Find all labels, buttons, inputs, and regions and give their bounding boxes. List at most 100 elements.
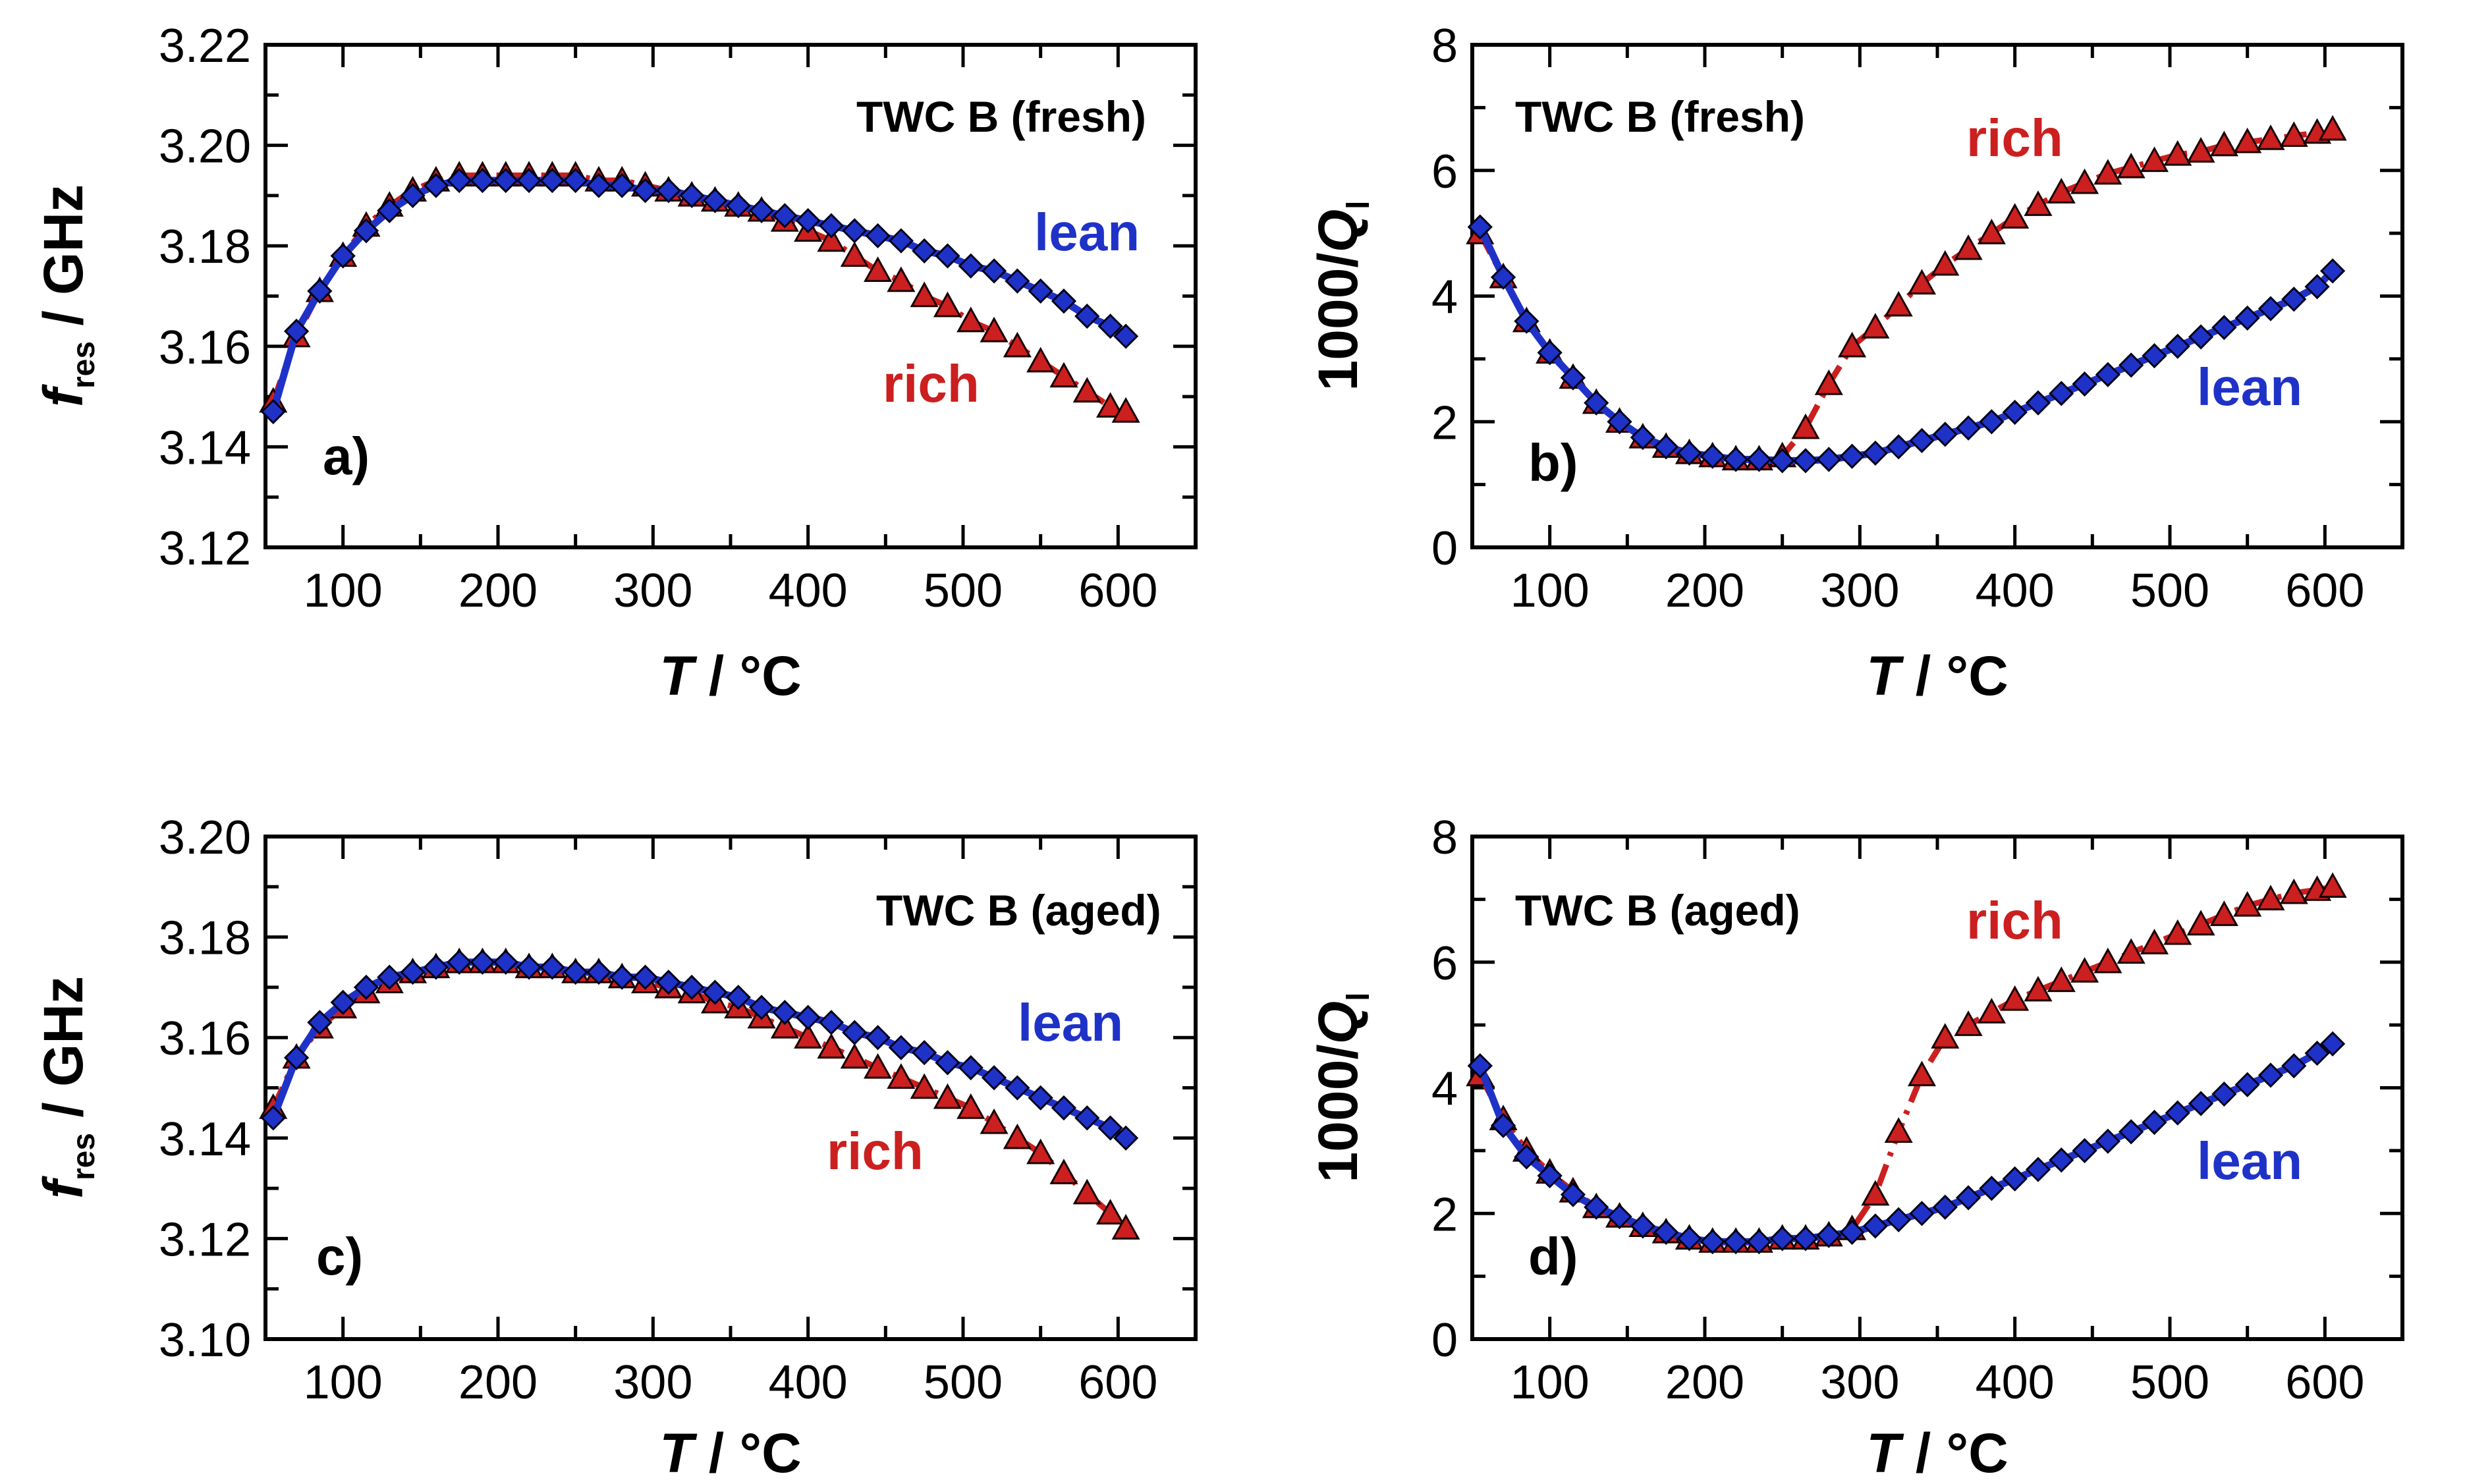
- panel-b-lean-point: [2281, 287, 2307, 312]
- panel-c-x-tick-label: 600: [1078, 1356, 1157, 1409]
- panel-b-rich-point: [2117, 152, 2146, 179]
- panel-c-lean-point: [400, 959, 426, 985]
- panel-c-lean-point: [330, 989, 356, 1015]
- panel-c-x-tick-label: 400: [769, 1356, 848, 1409]
- panel-d-lean-point: [1467, 1053, 1493, 1079]
- panel-b-rich-point: [2001, 203, 2030, 229]
- panel-c-rich-label: rich: [827, 1122, 924, 1180]
- panel-d-lean-point: [2165, 1100, 2190, 1126]
- panel-d-lean-point: [2319, 1031, 2346, 1057]
- panel-d-rich-point: [2070, 956, 2099, 983]
- panel-c-rich-point: [1096, 1199, 1125, 1224]
- panel-d-lean-point: [1816, 1223, 1842, 1248]
- panel-a-lean-point: [400, 182, 426, 209]
- panel-c-rich-point: [933, 1083, 962, 1109]
- panel-b-rich-point: [2163, 140, 2192, 166]
- panel-d-lean-point: [1932, 1194, 1958, 1220]
- panel-d-lean-point: [1886, 1207, 1912, 1232]
- panel-a-y-tick-label: 3.18: [159, 221, 251, 273]
- panel-d-lean-point: [1862, 1213, 1888, 1239]
- panel-b-lean-point: [1769, 448, 1795, 474]
- panel-d-rich-point: [2163, 919, 2192, 945]
- panel-c-lean-point: [353, 974, 379, 1001]
- panel-d-lean-point: [2304, 1040, 2330, 1066]
- panel-c-lean-point: [283, 1045, 310, 1070]
- panel-c-y-tick-label: 3.12: [159, 1213, 251, 1266]
- panel-d-rich-point: [1861, 1180, 1890, 1206]
- panel-d-lean-point: [2095, 1128, 2120, 1154]
- panel-c-rich-point: [1003, 1123, 1032, 1149]
- panel-b-rich-point: [1861, 313, 1890, 339]
- panel-a-lean-point: [865, 223, 891, 249]
- panel-c-lean-point: [981, 1065, 1007, 1091]
- panel-d-rich-point: [2093, 947, 2122, 974]
- panel-a-rich-point: [956, 306, 985, 333]
- panel-d-rich-point: [1884, 1117, 1913, 1143]
- panel-d-lean-point: [1514, 1144, 1539, 1170]
- panel-b-y-tick-label: 4: [1431, 271, 1458, 324]
- panel-a-lean-point: [609, 173, 635, 198]
- panel-b-lean-point: [2304, 274, 2330, 300]
- panel-d-panel-label: d): [1528, 1227, 1578, 1286]
- panel-d-lean-point: [1769, 1226, 1795, 1251]
- panel-b-lean-label: lean: [2197, 358, 2302, 416]
- panel-a-lean-point: [935, 243, 960, 269]
- panel-c-rich-point: [817, 1033, 846, 1059]
- panel-b-condition-label: TWC B (fresh): [1515, 92, 1805, 141]
- panel-c-condition-label: TWC B (aged): [876, 886, 1161, 935]
- panel-d-lean-point: [1676, 1226, 1702, 1251]
- panel-c-rich-point: [864, 1053, 893, 1079]
- panel-b-rich-point: [1907, 269, 1937, 295]
- panel-a-lean-point: [888, 228, 914, 254]
- panel-c-rich-point: [956, 1093, 985, 1119]
- panel-a-lean-point: [283, 318, 310, 344]
- panel-b-lean-point: [1979, 409, 2005, 435]
- panel-a-lean-point: [1113, 323, 1139, 349]
- panel-c-lean-point: [447, 949, 472, 975]
- panel-a-y-tick-label: 3.14: [159, 422, 251, 474]
- panel-b-y-tick-label: 0: [1431, 522, 1458, 575]
- panel-c-rich-point: [910, 1073, 939, 1099]
- panel-c-lean-point: [935, 1050, 960, 1076]
- panel-a-rich-point: [864, 256, 893, 283]
- panel-c-y-tick-label: 3.16: [159, 1012, 251, 1065]
- panel-a-x-tick-label: 600: [1078, 564, 1157, 617]
- panel-b-lean-point: [1700, 443, 1725, 469]
- panel-d-rich-point: [2209, 900, 2238, 926]
- panel-d-lean-point: [1560, 1182, 1586, 1207]
- panel-b-lean-point: [1630, 424, 1655, 451]
- panel-c-lean-point: [842, 1020, 868, 1045]
- panel-b-rich-point: [1931, 250, 1960, 276]
- panel-a-lean-point: [842, 218, 868, 244]
- panel-a-lean-point: [1005, 268, 1030, 294]
- panel-a-y-tick-label: 3.12: [159, 522, 251, 575]
- panel-c-lean-point: [516, 954, 542, 980]
- panel-b-rich-point: [1791, 413, 1820, 439]
- panel-c-lean-point: [655, 970, 681, 995]
- panel-c-lean-point: [1097, 1115, 1123, 1141]
- panel-d-rich-point: [1907, 1060, 1937, 1087]
- panel-a-lean-point: [447, 167, 472, 194]
- panel-c: 100 200 300 400 500 600 3.10 3.12 3.14 3.16 3.18 3.…: [32, 811, 1198, 1484]
- panel-a-rich-point: [840, 241, 869, 267]
- panel-c-rich-point: [770, 1012, 799, 1039]
- panel-d-condition-label: TWC B (aged): [1515, 886, 1800, 935]
- panel-c-y-tick-label: 3.18: [159, 912, 251, 965]
- panel-a: 100 200 300 400 500 600 3.12 3.14 3.16 3.18 3.20 3.…: [32, 20, 1198, 707]
- panel-a-lean-point: [702, 188, 728, 213]
- panel-a-lean-point: [748, 198, 775, 223]
- panel-c-lean-point: [307, 1010, 333, 1035]
- panel-d-x-tick-label: 100: [1510, 1356, 1590, 1409]
- panel-b-lean-point: [2319, 258, 2346, 284]
- panel-c-lean-point: [493, 949, 518, 975]
- panel-b-rich-point: [2318, 115, 2347, 141]
- panel-b-x-tick-label: 200: [1665, 564, 1744, 617]
- panel-c-lean-point: [1051, 1095, 1077, 1121]
- panel-a-x-tick-label: 300: [613, 564, 692, 617]
- panel-d-lean-point: [1746, 1229, 1772, 1255]
- panel-c-lean-point: [679, 974, 705, 1001]
- panel-a-lean-point: [586, 173, 612, 198]
- panel-c-x-tick-label: 300: [613, 1356, 692, 1409]
- panel-a-lean-point: [377, 198, 402, 223]
- panel-a-lean-point: [795, 207, 821, 234]
